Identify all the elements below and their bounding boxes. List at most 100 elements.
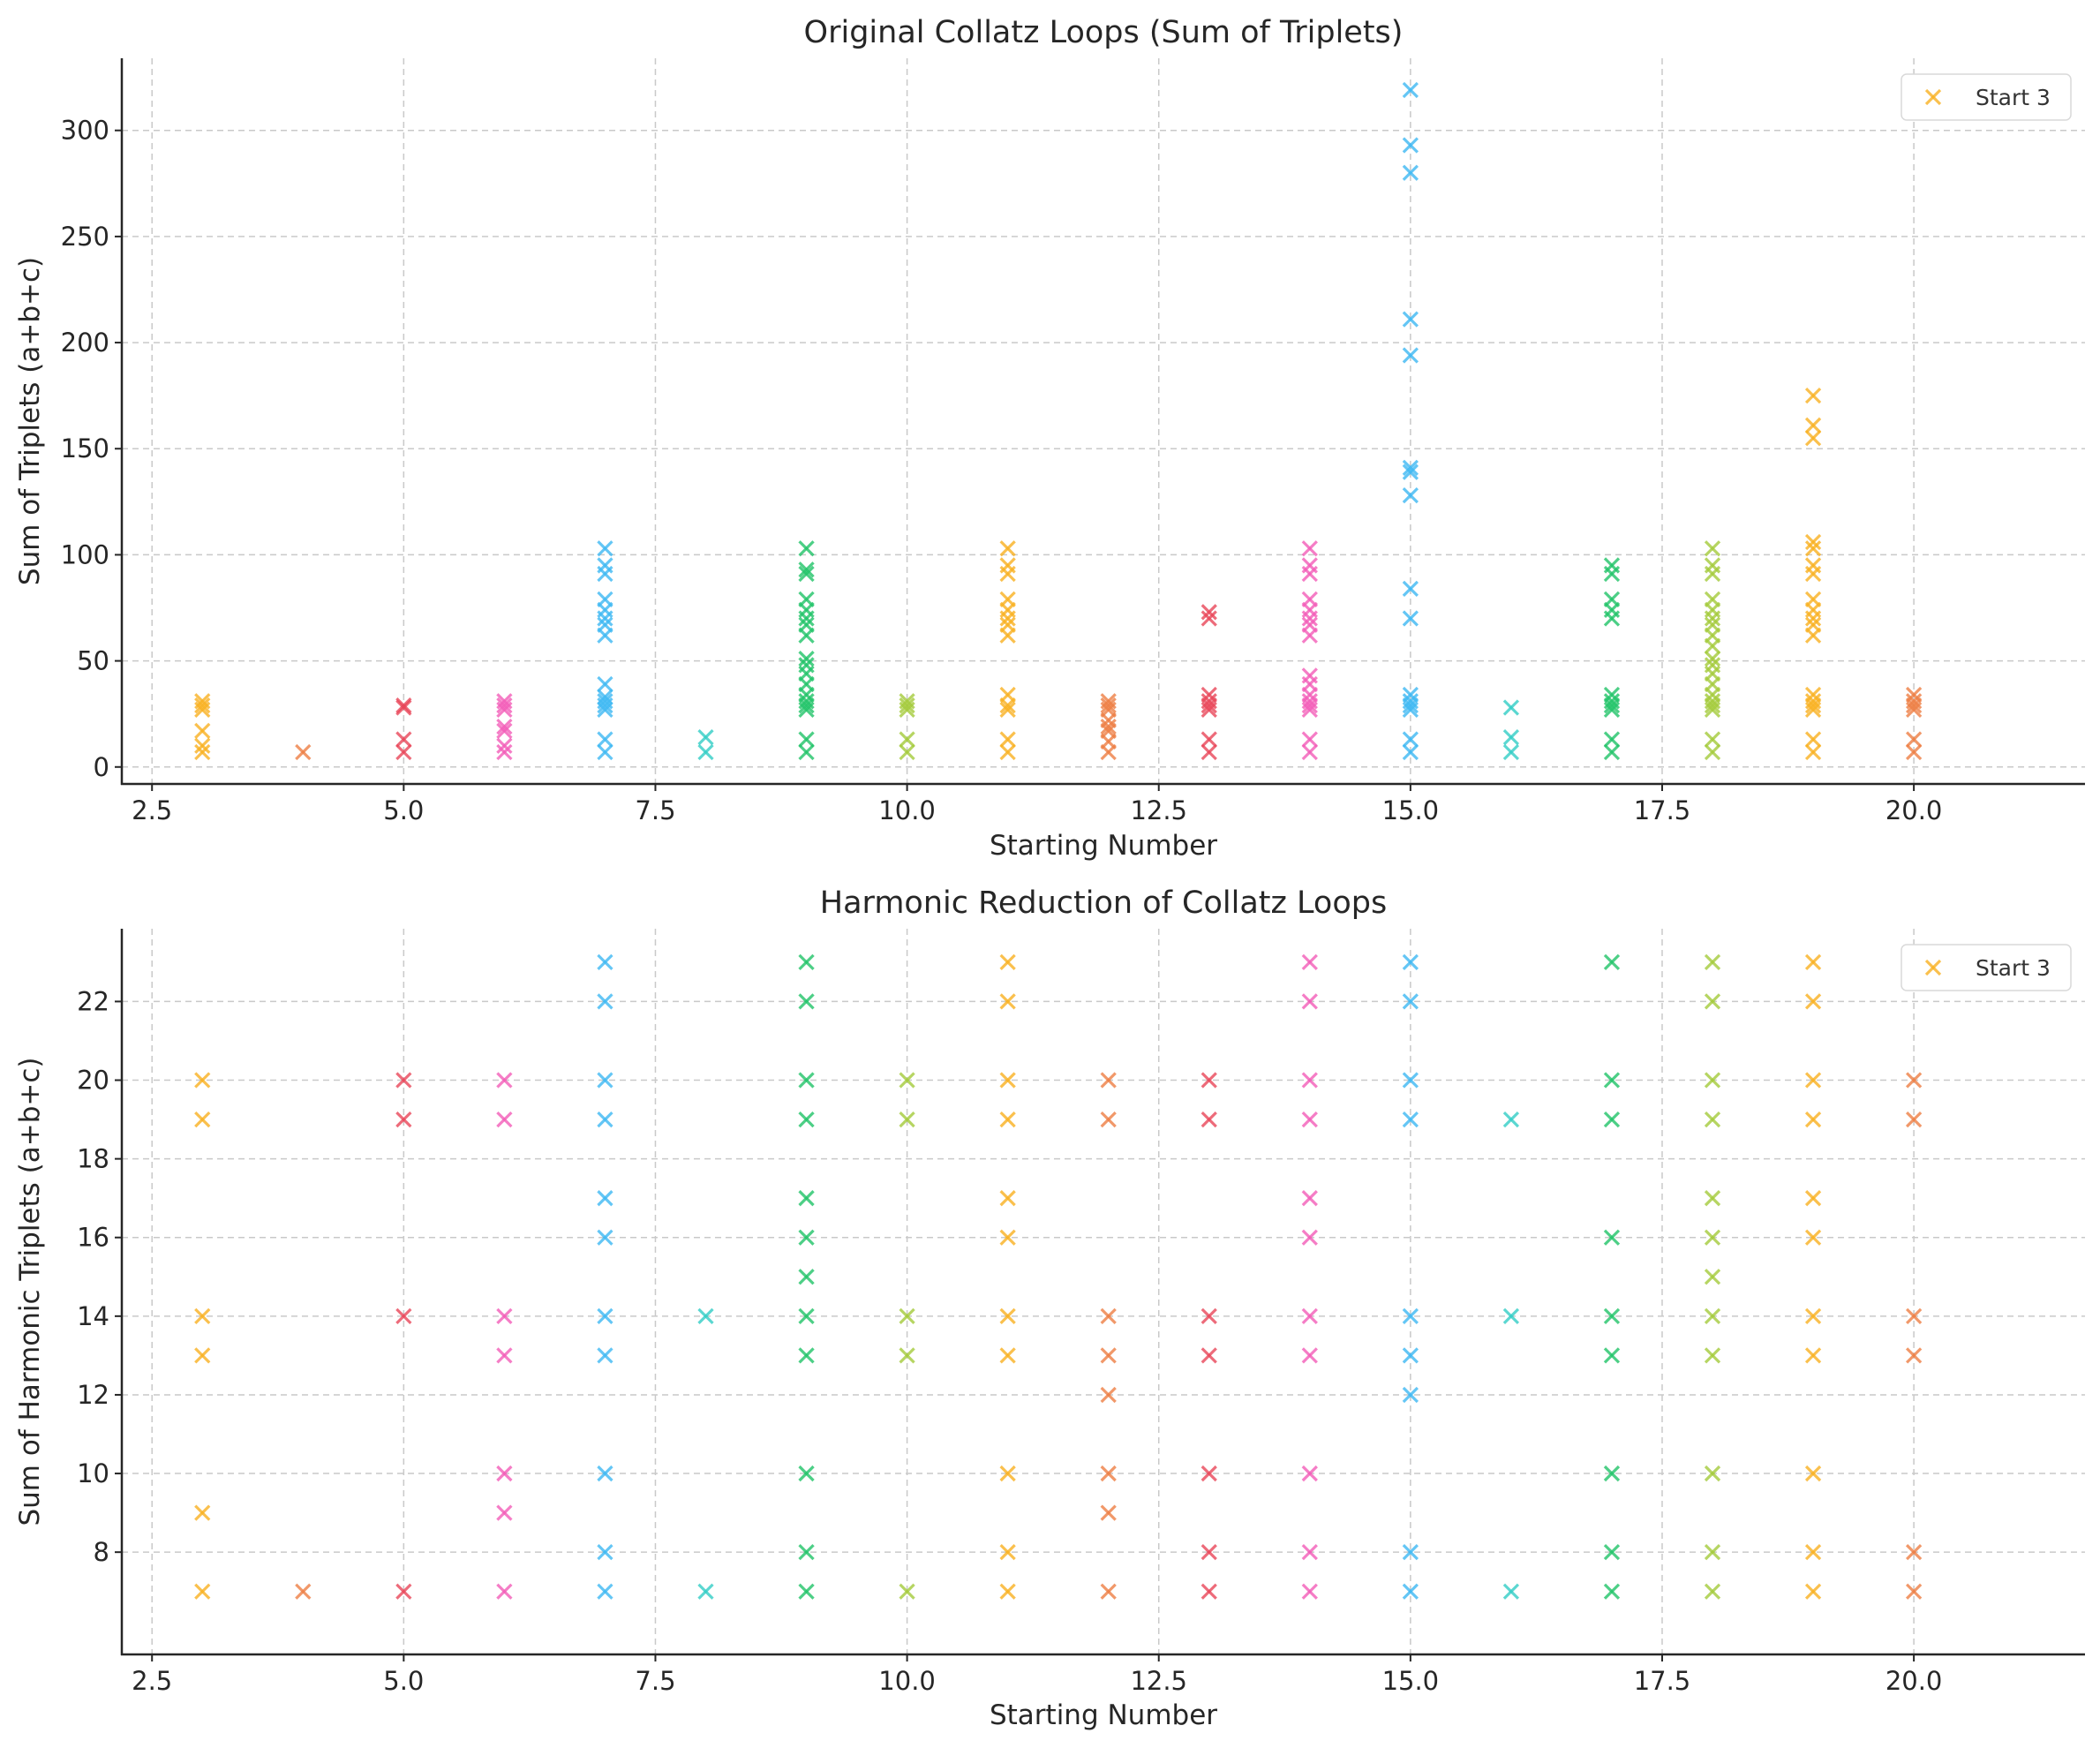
data-point	[798, 1307, 815, 1324]
data-point	[1603, 953, 1621, 971]
data-point	[395, 699, 412, 716]
data-point	[1905, 1583, 1923, 1600]
series-start-3	[194, 693, 211, 761]
data-point	[1704, 1269, 1721, 1285]
data-point	[697, 743, 714, 761]
data-point	[1201, 610, 1217, 627]
data-point	[1804, 1465, 1822, 1482]
series-start-10	[899, 1072, 915, 1600]
data-point	[899, 1347, 915, 1364]
data-point	[496, 1504, 513, 1521]
data-point	[1603, 1583, 1621, 1600]
data-point	[1603, 1544, 1621, 1561]
data-point	[1603, 1111, 1621, 1128]
data-point	[597, 1544, 613, 1561]
data-point	[496, 693, 513, 710]
data-point	[798, 561, 815, 578]
data-point	[1402, 463, 1419, 480]
legend: Start 3	[1901, 73, 2072, 121]
data-point	[1201, 1465, 1217, 1482]
data-point	[1804, 1072, 1822, 1089]
data-point	[496, 718, 513, 735]
data-point	[194, 1504, 211, 1521]
data-point	[1402, 1072, 1419, 1089]
data-point	[395, 731, 412, 748]
data-point	[1905, 1544, 1923, 1561]
data-point	[999, 1544, 1016, 1561]
data-point	[1502, 743, 1520, 761]
data-point	[1100, 1465, 1117, 1482]
x-tick-label: 2.5	[132, 1666, 172, 1696]
series-start-6	[496, 1072, 513, 1600]
gridlines	[122, 929, 2085, 1654]
data-point	[1804, 1190, 1822, 1207]
data-point	[597, 1190, 613, 1207]
data-point	[496, 743, 513, 761]
data-point	[1804, 591, 1822, 608]
data-point	[1100, 697, 1117, 714]
data-point	[1804, 1583, 1822, 1600]
data-point	[899, 1307, 915, 1324]
data-point	[496, 1465, 513, 1482]
y-tick-label: 16	[77, 1223, 109, 1253]
y-tick-label: 18	[77, 1144, 109, 1174]
data-point	[1100, 1386, 1117, 1404]
data-point	[1201, 1072, 1217, 1089]
series-start-8	[697, 1307, 714, 1600]
data-point	[1201, 1583, 1217, 1600]
data-point	[1100, 718, 1117, 735]
data-point	[1402, 347, 1419, 364]
series-start-14	[1301, 540, 1318, 761]
data-point	[798, 731, 815, 748]
data-point	[1704, 616, 1721, 633]
data-point	[1905, 1111, 1923, 1128]
y-axis-label: Sum of Harmonic Triplets (a+b+c)	[14, 1057, 46, 1526]
data-point	[1603, 686, 1621, 704]
series-start-15	[1402, 953, 1419, 1600]
data-point	[798, 1190, 815, 1207]
series-start-20	[1905, 1072, 1923, 1600]
y-tick-label: 250	[61, 222, 109, 252]
data-point	[1704, 657, 1721, 674]
data-point	[1804, 686, 1822, 704]
data-point	[798, 953, 815, 971]
data-point	[999, 1072, 1016, 1089]
data-point	[1301, 667, 1318, 684]
data-point	[1502, 1307, 1520, 1324]
data-point	[1502, 1583, 1520, 1600]
data-point	[1301, 1229, 1318, 1246]
data-point	[597, 1111, 613, 1128]
data-point	[1804, 540, 1822, 557]
data-point	[395, 1307, 412, 1324]
series-start-19	[1804, 388, 1822, 761]
data-point	[395, 1072, 412, 1089]
series-start-18	[1704, 540, 1721, 761]
y-tick-label: 100	[61, 539, 109, 569]
data-point	[1201, 743, 1217, 761]
data-point	[1301, 1111, 1318, 1128]
y-tick-label: 10	[77, 1458, 109, 1488]
y-tick-label: 0	[94, 752, 109, 782]
data-point	[1905, 743, 1923, 761]
data-point	[1201, 1111, 1217, 1128]
y-tick-label: 22	[77, 986, 109, 1016]
legend: Start 3	[1901, 944, 2072, 991]
data-point	[1201, 604, 1217, 621]
data-point	[1402, 580, 1419, 598]
chart-harmonic-reduction: 2.5 5.0 7.5 10.0 12.5 15.0 17.5 20.0 8 10 12 14 16 18…	[14, 885, 2085, 1731]
legend-label: Start 3	[1976, 85, 2051, 110]
data-point	[1402, 486, 1419, 504]
data-point	[1804, 1307, 1822, 1324]
data-point	[1804, 743, 1822, 761]
data-point	[1402, 1386, 1419, 1404]
data-point	[1402, 1544, 1419, 1561]
data-point	[1100, 1504, 1117, 1521]
data-point	[1301, 591, 1318, 608]
data-point	[1804, 731, 1822, 748]
data-point	[1502, 1111, 1520, 1128]
x-tick-label: 5.0	[383, 795, 424, 825]
data-point	[194, 737, 211, 754]
data-point	[1301, 743, 1318, 761]
data-point	[798, 1544, 815, 1561]
